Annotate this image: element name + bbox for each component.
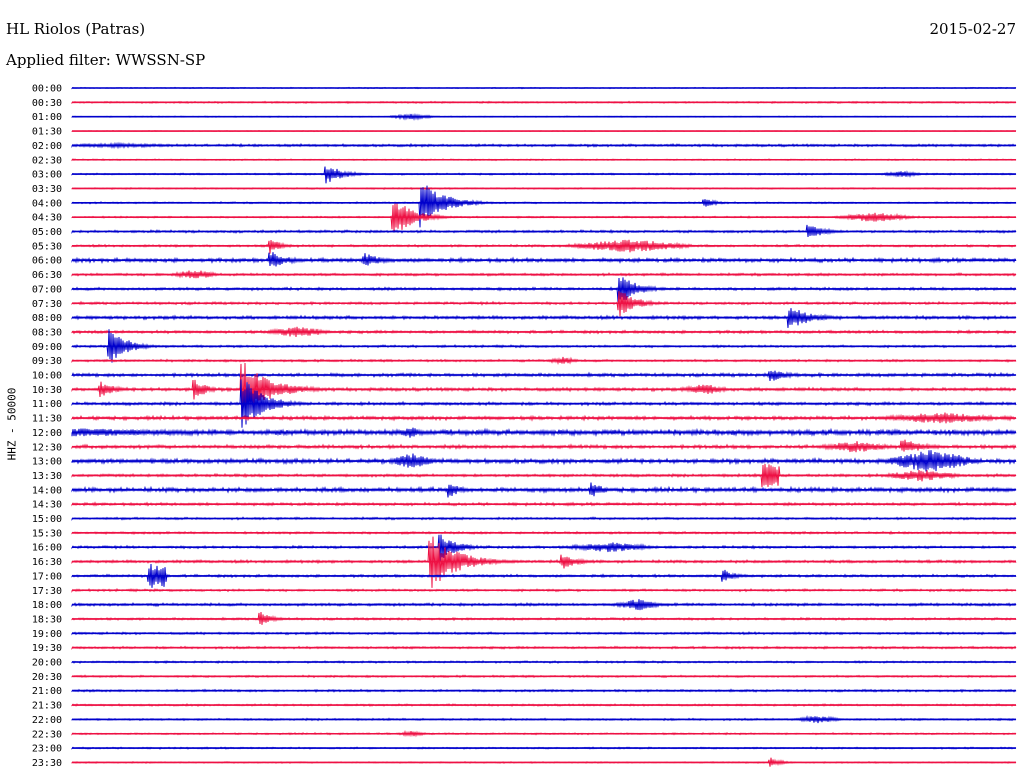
row-time-label: 20:00 <box>32 658 62 669</box>
row-time-label: 00:30 <box>32 98 62 109</box>
row-time-label: 07:30 <box>32 299 62 310</box>
row-time-label: 23:30 <box>32 758 62 769</box>
row-time-label: 08:00 <box>32 313 62 324</box>
row-time-label: 22:00 <box>32 715 62 726</box>
row-time-label: 07:00 <box>32 284 62 295</box>
row-time-label: 14:00 <box>32 485 62 496</box>
row-time-label: 18:00 <box>32 600 62 611</box>
row-time-label: 00:00 <box>32 84 62 95</box>
trace-row-1600 <box>71 534 1017 562</box>
row-time-label: 09:30 <box>32 356 62 367</box>
filter-label: Applied filter: WWSSN-SP <box>6 51 206 69</box>
trace-row-0600 <box>71 252 1017 267</box>
row-time-label: 19:00 <box>32 629 62 640</box>
row-time-label: 23:00 <box>32 744 62 755</box>
row-time-label: 21:30 <box>32 701 62 712</box>
row-time-label: 04:00 <box>32 198 62 209</box>
row-time-label: 06:30 <box>32 270 62 281</box>
row-time-label: 19:30 <box>32 643 62 654</box>
row-time-label: 20:30 <box>32 672 62 683</box>
row-time-label: 03:00 <box>32 170 62 181</box>
trace-row-1000 <box>71 370 1017 382</box>
row-time-label: 22:30 <box>32 729 62 740</box>
row-time-label: 05:00 <box>32 227 62 238</box>
row-time-label: 11:00 <box>32 399 62 410</box>
row-time-label: 01:00 <box>32 112 62 123</box>
row-time-label: 13:00 <box>32 457 62 468</box>
row-time-label: 12:00 <box>32 428 62 439</box>
row-time-label: 17:30 <box>32 586 62 597</box>
row-time-label: 13:30 <box>32 471 62 482</box>
row-time-label: 12:30 <box>32 442 62 453</box>
record-date: 2015-02-27 <box>929 20 1016 38</box>
row-time-label: 14:30 <box>32 500 62 511</box>
row-time-label: 08:30 <box>32 327 62 338</box>
row-time-label: 10:30 <box>32 385 62 396</box>
row-time-label: 02:00 <box>32 141 62 152</box>
row-time-label: 15:00 <box>32 514 62 525</box>
row-time-label: 04:30 <box>32 213 62 224</box>
row-time-label: 11:30 <box>32 414 62 425</box>
row-time-label: 15:30 <box>32 528 62 539</box>
row-time-label: 16:30 <box>32 557 62 568</box>
row-time-label: 01:30 <box>32 127 62 138</box>
row-time-label: 06:00 <box>32 256 62 267</box>
trace-row-0530 <box>71 239 1017 254</box>
row-time-label: 17:00 <box>32 571 62 582</box>
row-time-label: 21:00 <box>32 686 62 697</box>
row-time-label: 05:30 <box>32 241 62 252</box>
row-time-label: 09:00 <box>32 342 62 353</box>
row-time-label: 10:00 <box>32 371 62 382</box>
row-time-label: 03:30 <box>32 184 62 195</box>
station-title: HL Riolos (Patras) <box>6 20 146 38</box>
row-time-label: 02:30 <box>32 155 62 166</box>
row-time-label: 18:30 <box>32 614 62 625</box>
row-time-label: 16:00 <box>32 543 62 554</box>
